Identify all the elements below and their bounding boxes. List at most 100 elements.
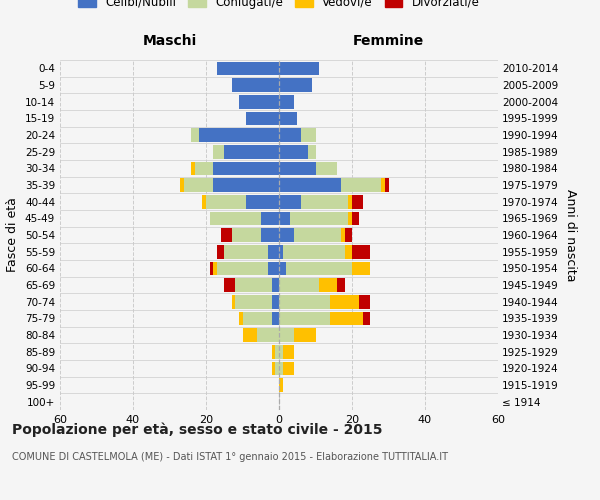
Bar [337,278,344,292]
Bar [279,345,283,358]
Bar [279,78,312,92]
Text: Popolazione per età, sesso e stato civile - 2015: Popolazione per età, sesso e stato civil… [12,422,383,437]
Bar [349,195,352,208]
Bar [330,312,363,325]
Bar [279,362,283,375]
Bar [279,278,319,292]
Bar [283,245,344,258]
Bar [232,78,279,92]
Bar [316,162,337,175]
Bar [224,245,268,258]
Bar [199,128,279,142]
Bar [195,162,214,175]
Bar [352,212,359,225]
Bar [209,212,261,225]
Bar [261,228,279,242]
Bar [344,245,352,258]
Bar [181,178,184,192]
Bar [191,162,195,175]
Bar [286,262,352,275]
Bar [214,162,279,175]
Bar [279,262,286,275]
Bar [214,262,217,275]
Bar [279,62,319,75]
Bar [209,262,214,275]
Bar [239,312,242,325]
Bar [293,228,341,242]
Bar [214,145,224,158]
Bar [279,162,316,175]
Bar [272,278,279,292]
Y-axis label: Fasce di età: Fasce di età [7,198,19,272]
Bar [275,345,279,358]
Bar [235,278,272,292]
Bar [359,295,370,308]
Bar [279,328,293,342]
Bar [217,262,268,275]
Bar [272,312,279,325]
Bar [242,328,257,342]
Bar [206,195,246,208]
Bar [246,195,279,208]
Bar [279,112,297,125]
Bar [279,295,330,308]
Bar [272,345,275,358]
Bar [272,295,279,308]
Bar [283,362,293,375]
Bar [279,245,283,258]
Bar [279,212,290,225]
Bar [232,228,261,242]
Y-axis label: Anni di nascita: Anni di nascita [565,188,577,281]
Bar [272,362,275,375]
Bar [279,378,283,392]
Bar [275,362,279,375]
Bar [257,328,279,342]
Bar [363,312,370,325]
Bar [330,295,359,308]
Bar [221,228,232,242]
Bar [283,345,293,358]
Bar [279,145,308,158]
Bar [341,228,344,242]
Bar [184,178,214,192]
Bar [381,178,385,192]
Bar [279,178,341,192]
Text: Maschi: Maschi [142,34,197,48]
Bar [235,295,272,308]
Bar [279,195,301,208]
Bar [268,262,279,275]
Bar [352,195,363,208]
Bar [279,228,293,242]
Bar [319,278,337,292]
Bar [385,178,389,192]
Bar [279,312,330,325]
Bar [232,295,235,308]
Bar [217,62,279,75]
Bar [268,245,279,258]
Bar [301,195,349,208]
Bar [290,212,349,225]
Bar [301,128,316,142]
Bar [352,245,370,258]
Bar [279,128,301,142]
Bar [352,262,370,275]
Bar [224,145,279,158]
Bar [202,195,206,208]
Text: Femmine: Femmine [353,34,424,48]
Bar [242,312,272,325]
Bar [279,95,293,108]
Bar [308,145,316,158]
Bar [214,178,279,192]
Bar [293,328,316,342]
Bar [224,278,235,292]
Bar [261,212,279,225]
Legend: Celibi/Nubili, Coniugati/e, Vedovi/e, Divorziati/e: Celibi/Nubili, Coniugati/e, Vedovi/e, Di… [78,0,480,9]
Bar [239,95,279,108]
Bar [191,128,199,142]
Bar [341,178,381,192]
Bar [349,212,352,225]
Bar [217,245,224,258]
Text: COMUNE DI CASTELMOLA (ME) - Dati ISTAT 1° gennaio 2015 - Elaborazione TUTTITALIA: COMUNE DI CASTELMOLA (ME) - Dati ISTAT 1… [12,452,448,462]
Bar [344,228,352,242]
Bar [246,112,279,125]
